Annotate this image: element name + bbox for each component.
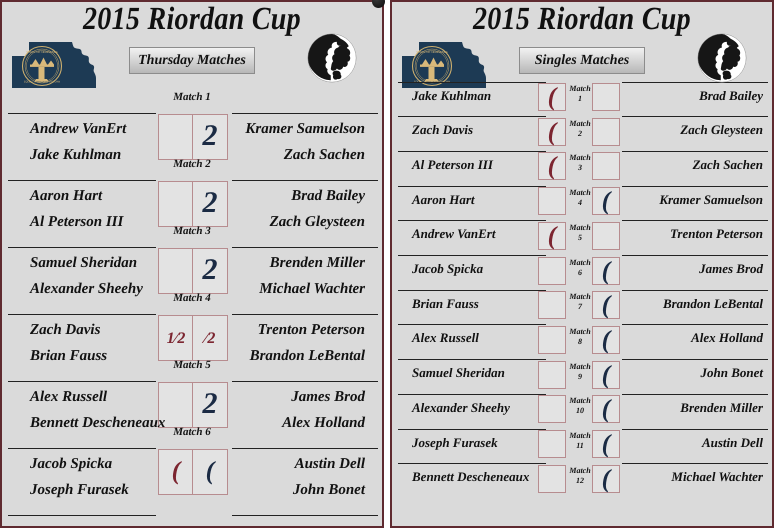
svg-text:EQUALITY BEFORE THE LAW: EQUALITY BEFORE THE LAW (24, 81, 61, 84)
svg-text:STATE OF NEBRASKA: STATE OF NEBRASKA (26, 50, 57, 54)
svg-text:STATE OF NEBRASKA: STATE OF NEBRASKA (416, 50, 447, 54)
